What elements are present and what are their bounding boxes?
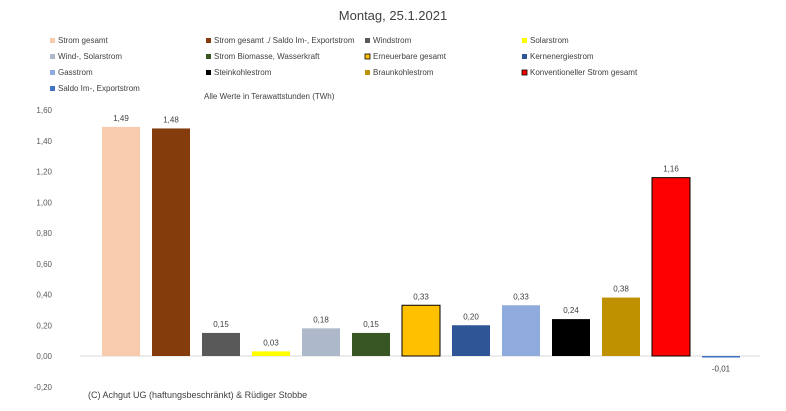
data-label: -0,01: [712, 365, 731, 374]
bar: [252, 351, 290, 356]
legend-entry: Strom Biomasse, Wasserkraft: [214, 52, 320, 61]
y-tick-label: 0,00: [36, 352, 52, 361]
legend-entry: Braunkohlestrom: [373, 68, 434, 77]
y-tick-label: 0,40: [36, 291, 52, 300]
legend-entry: Konventioneller Strom gesamt: [530, 68, 638, 77]
y-tick-label: 1,20: [36, 168, 52, 177]
legend-entry: Strom gesamt: [58, 36, 109, 45]
legend-entry: Steinkohlestrom: [214, 68, 272, 77]
y-tick-label: 1,00: [36, 198, 52, 207]
y-tick-label: 1,40: [36, 137, 52, 146]
y-tick-label: -0,20: [34, 383, 53, 392]
bar: [651, 177, 691, 357]
y-tick-label: 0,80: [36, 229, 52, 238]
legend-swatch: [50, 86, 55, 91]
legend-entry: Windstrom: [373, 36, 412, 45]
legend-swatch: [522, 38, 527, 43]
y-axis: -0,20 0,00 0,20 0,40 0,60 0,80 1,00 1,20 1,40 1,6…: [34, 106, 760, 392]
legend-swatch: [206, 54, 211, 59]
legend-swatch: [521, 69, 528, 76]
legend: Strom gesamt Strom gesamt ./ Saldo Im-, E…: [50, 36, 638, 93]
legend-swatch: [522, 54, 527, 59]
legend-entry: Gasstrom: [58, 68, 93, 77]
bar: [202, 332, 240, 356]
bars: [102, 126, 740, 358]
bar: [602, 297, 640, 356]
data-labels: 1,49 1,48 0,15 0,03 0,18 0,15 0,33 0,20 0,33 0,24…: [113, 114, 730, 374]
data-label: 1,48: [163, 115, 179, 124]
bar: [552, 319, 590, 356]
y-tick-label: 0,60: [36, 260, 52, 269]
bar: [502, 305, 540, 356]
bar: [452, 325, 490, 356]
y-tick-label: 1,60: [36, 106, 52, 115]
bar: [102, 126, 140, 356]
legend-entry: Strom gesamt ./ Saldo Im-, Exportstrom: [214, 36, 355, 45]
legend-swatch: [365, 38, 370, 43]
legend-swatch: [206, 38, 211, 43]
bar: [702, 356, 740, 358]
data-label: 0,15: [363, 320, 379, 329]
legend-entry: Solarstrom: [530, 36, 569, 45]
data-label: 0,15: [213, 320, 229, 329]
data-label: 0,20: [463, 312, 479, 321]
data-label: 1,49: [113, 114, 129, 123]
legend-entry: Saldo Im-, Exportstrom: [58, 84, 140, 93]
legend-entry: Erneuerbare gesamt: [373, 52, 447, 61]
legend-swatch: [50, 70, 55, 75]
legend-swatch: [50, 38, 55, 43]
unit-note: Alle Werte in Terawattstunden (TWh): [204, 92, 335, 101]
data-label: 0,03: [263, 338, 279, 347]
legend-swatch: [364, 53, 371, 60]
legend-entry: Kernenergiestrom: [530, 52, 594, 61]
copyright-text: (C) Achgut UG (haftungsbeschränkt) & Rüd…: [88, 390, 307, 400]
legend-swatch: [50, 54, 55, 59]
data-label: 0,18: [313, 315, 329, 324]
data-label: 0,33: [513, 292, 529, 301]
data-label: 0,33: [413, 292, 429, 301]
data-label: 1,16: [663, 165, 679, 174]
y-tick-label: 0,20: [36, 321, 52, 330]
data-label: 0,24: [563, 306, 579, 315]
legend-swatch: [206, 70, 211, 75]
bar: [152, 128, 190, 356]
bar: [401, 304, 441, 357]
bar: [302, 328, 340, 356]
bar: [352, 332, 390, 356]
chart-title: Montag, 25.1.2021: [339, 8, 447, 23]
legend-entry: Wind-, Solarstrom: [58, 52, 122, 61]
legend-swatch: [365, 70, 370, 75]
data-label: 0,38: [613, 285, 629, 294]
